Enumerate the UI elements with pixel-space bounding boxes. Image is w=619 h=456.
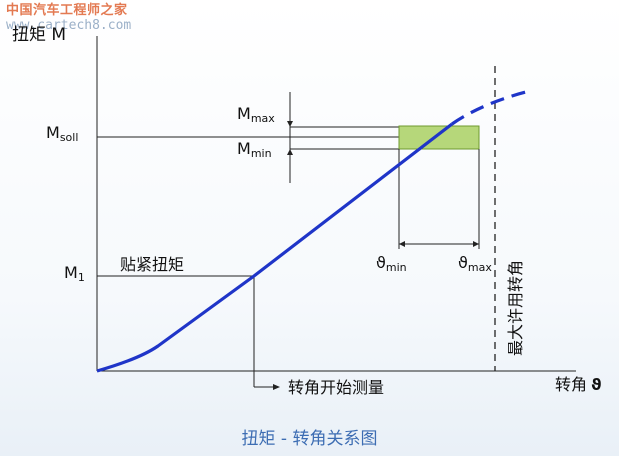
seating-torque-label: 贴紧扭矩 (120, 255, 184, 274)
diagram-caption: 扭矩 - 转角关系图 (241, 429, 378, 449)
tolerance-window (398, 125, 480, 150)
y-axis-label: 扭矩 M (12, 25, 66, 45)
torque-curve-extension (451, 89, 531, 126)
watermark-url: www.cartech8.com (6, 17, 132, 33)
angle-start-arrowhead (273, 384, 280, 390)
theta-max-label: ϑmax (458, 253, 492, 274)
theta-min-label: ϑmin (376, 253, 407, 274)
m-min-label: Mmin (237, 139, 272, 160)
theta-window-arrow-right (473, 241, 479, 247)
watermark-text: 中国汽车工程师之家 (6, 3, 128, 18)
max-angle-label: 最大许用转角 (506, 260, 525, 356)
m-max-arrow (287, 121, 293, 127)
watermark: 中国汽车工程师之家 www.cartech8.com (6, 3, 132, 34)
torque-curve (96, 122, 453, 373)
m1-label: M1 (64, 263, 85, 284)
x-axis-label: 转角 ϑ (555, 375, 602, 394)
theta-window-arrow-left (399, 241, 405, 247)
m-min-arrow (287, 149, 293, 155)
m-soll-label: Msoll (46, 123, 78, 144)
angle-start-label: 转角开始测量 (288, 378, 384, 397)
m-max-label: Mmax (237, 104, 275, 125)
